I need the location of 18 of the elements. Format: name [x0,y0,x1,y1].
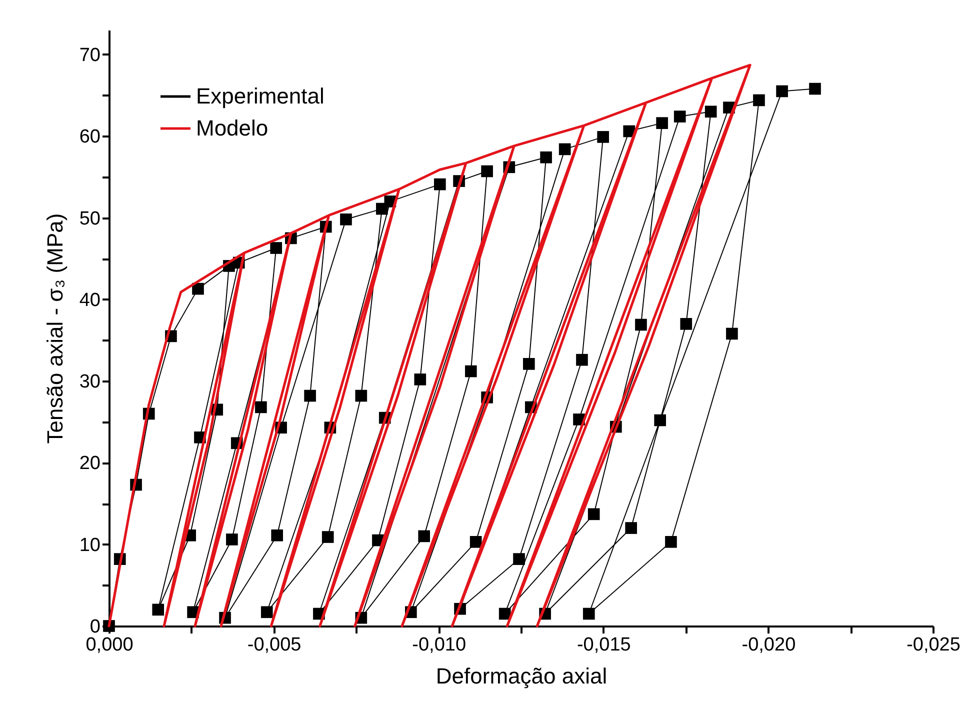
y-tick-label: 0 [90,616,100,638]
x-tick-label: -0,015 [576,634,631,656]
y-axis-title: Tensão axial - σ₃ (MPa) [42,213,68,444]
y-tick-label: 20 [79,453,100,474]
y-tick-label: 40 [79,290,100,311]
legend-label: Experimental [196,84,324,108]
x-tick-label: -0,025 [906,634,960,656]
y-tick-label: 70 [79,44,100,66]
y-tick-label: 10 [79,534,100,556]
x-axis-title: Deformação axial [436,664,608,688]
legend-label: Modelo [196,116,268,140]
y-tick-label: 50 [79,208,100,230]
y-tick-label: 60 [79,126,100,148]
x-tick-label: -0,010 [412,634,466,656]
x-tick-label: -0,020 [742,634,796,656]
y-tick-label: 30 [79,372,100,393]
x-tick-label: 0,000 [86,634,134,656]
x-tick-label: -0,005 [247,634,302,656]
